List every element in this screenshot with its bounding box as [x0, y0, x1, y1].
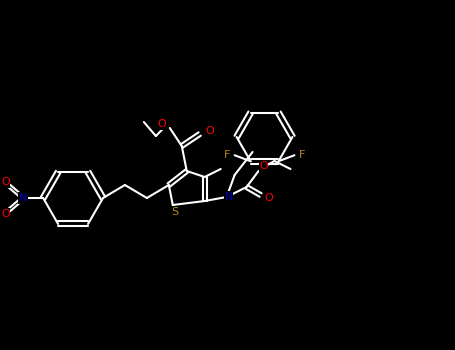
Text: O: O — [264, 193, 273, 203]
Text: F: F — [299, 150, 306, 160]
Text: O: O — [1, 177, 10, 187]
Text: N: N — [224, 192, 233, 202]
Text: O: O — [1, 209, 10, 219]
Text: O: O — [205, 126, 214, 136]
Text: F: F — [223, 150, 230, 160]
Text: N: N — [19, 193, 27, 203]
Text: O: O — [259, 161, 268, 171]
Text: O: O — [157, 119, 166, 129]
Text: S: S — [171, 207, 178, 217]
